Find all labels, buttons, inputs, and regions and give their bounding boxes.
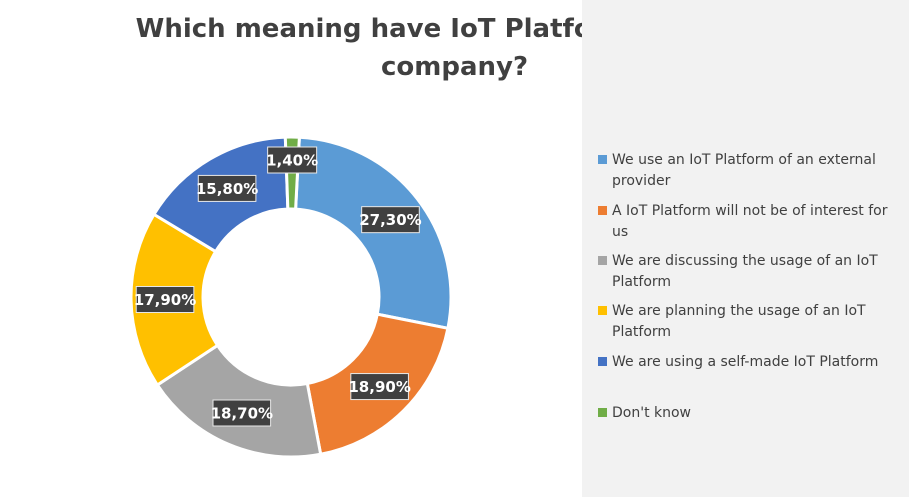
legend-label: We are using a self-made IoT Platform bbox=[612, 354, 879, 370]
legend-label: We use an IoT Platform of an external pr… bbox=[612, 152, 876, 189]
data-label-text: 18,90% bbox=[348, 378, 410, 396]
data-label-text: 18,70% bbox=[211, 405, 273, 423]
data-label-text: 17,90% bbox=[134, 291, 196, 309]
legend-label: We are discussing the usage of an IoT Pl… bbox=[612, 253, 878, 290]
data-label-box bbox=[197, 174, 257, 202]
legend-item-self-made: We are using a self-made IoT Platform bbox=[598, 352, 898, 373]
data-label-box bbox=[361, 206, 420, 234]
legend-swatch bbox=[598, 306, 607, 315]
legend-item-planning: We are planning the usage of an IoT Plat… bbox=[598, 301, 898, 343]
legend-swatch bbox=[598, 155, 607, 164]
legend-swatch bbox=[598, 408, 607, 417]
data-label-box bbox=[267, 146, 318, 174]
legend-swatch bbox=[598, 256, 607, 265]
data-label-self-made: 15,80% bbox=[196, 174, 258, 202]
data-label-not-of-interest: 18,90% bbox=[348, 373, 411, 401]
chart-title-line-2: company? bbox=[380, 52, 529, 82]
data-label-dont-know: 1,40% bbox=[266, 146, 318, 174]
donut-chart: 27,30% 18,90% 18,70% 17,90% 15,80% 1,40% bbox=[129, 135, 453, 459]
chart-legend: We use an IoT Platform of an external pr… bbox=[582, 0, 909, 497]
legend-label: Don't know bbox=[612, 405, 692, 421]
data-label-text: 27,30% bbox=[359, 211, 421, 229]
data-label-text: 15,80% bbox=[196, 180, 258, 198]
data-label-discussing: 18,70% bbox=[211, 399, 273, 427]
legend-item-dont-know: Don't know bbox=[598, 403, 898, 424]
data-labels: 27,30% 18,90% 18,70% 17,90% 15,80% 1,40% bbox=[134, 146, 422, 427]
legend-item-discussing: We are discussing the usage of an IoT Pl… bbox=[598, 251, 898, 293]
legend-label: A IoT Platform will not be of interest f… bbox=[612, 203, 888, 240]
data-label-box bbox=[135, 286, 195, 314]
legend-swatch bbox=[598, 357, 607, 366]
data-label-external-provider: 27,30% bbox=[359, 206, 422, 234]
legend-label: We are planning the usage of an IoT Plat… bbox=[612, 303, 866, 340]
data-label-box bbox=[350, 373, 409, 401]
data-label-box bbox=[212, 399, 272, 427]
legend-item-not-of-interest: A IoT Platform will not be of interest f… bbox=[598, 201, 898, 243]
legend-item-external-provider: We use an IoT Platform of an external pr… bbox=[598, 150, 898, 192]
data-label-planning: 17,90% bbox=[134, 286, 196, 314]
data-label-text: 1,40% bbox=[266, 152, 318, 170]
legend-swatch bbox=[598, 206, 607, 215]
